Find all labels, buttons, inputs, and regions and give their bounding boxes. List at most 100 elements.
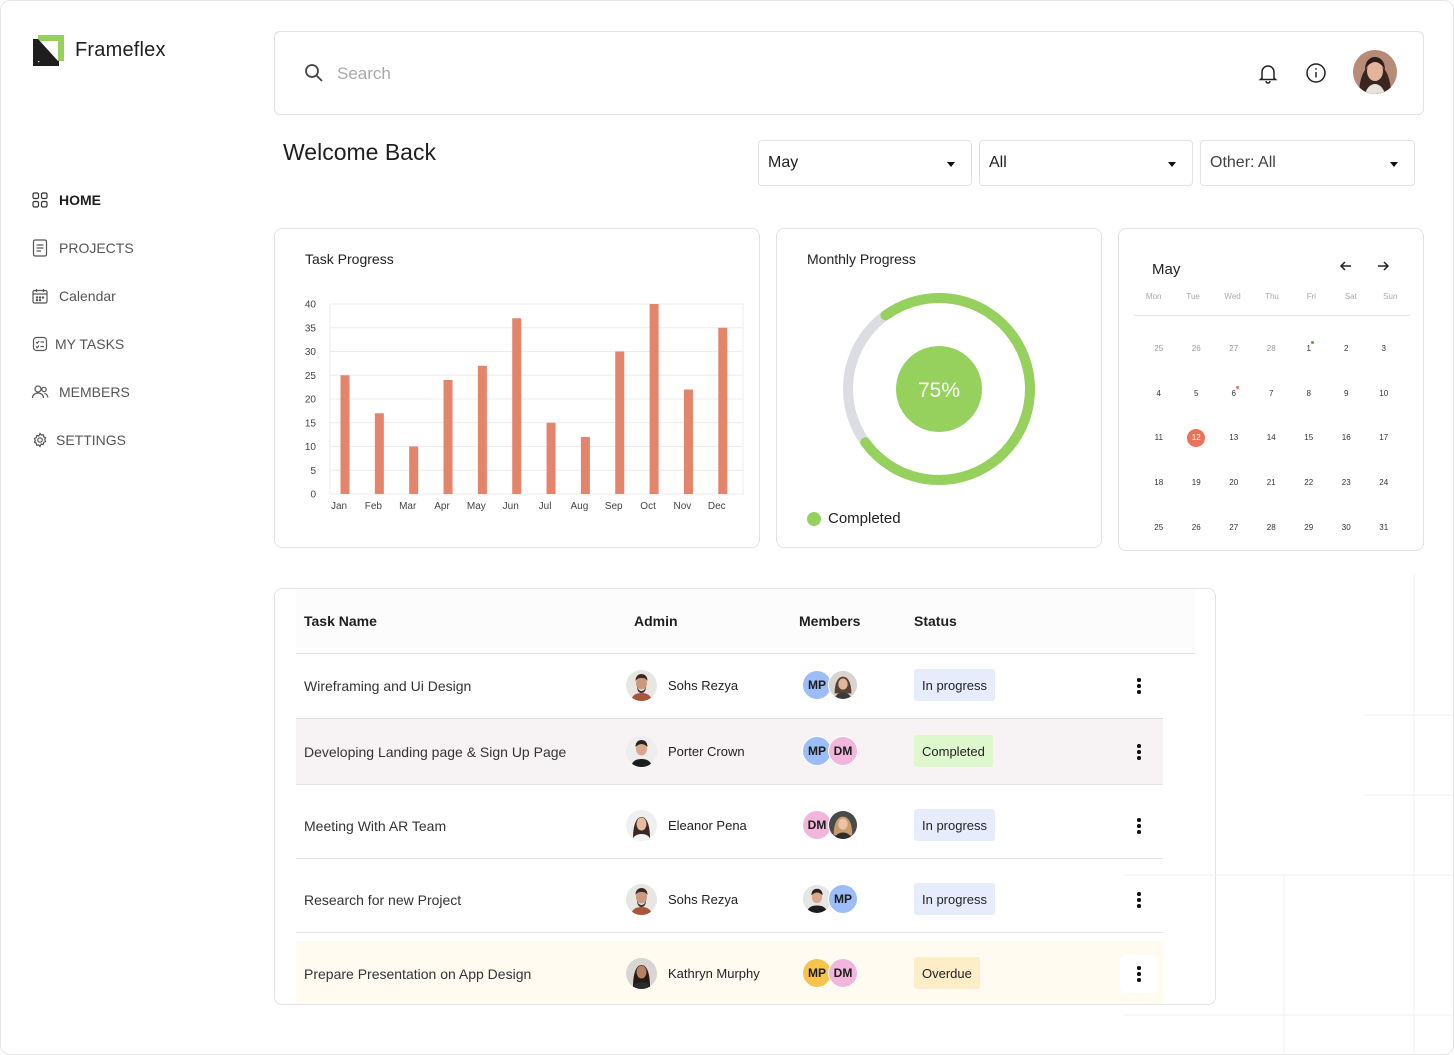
calendar-day-number: 4 (1156, 388, 1161, 398)
calendar-day[interactable]: 29 (1290, 505, 1328, 550)
arrow-right-icon[interactable] (1374, 257, 1392, 275)
calendar-day[interactable]: 25 (1140, 505, 1178, 550)
task-progress-card: Task Progress 0 5 10 15 20 25 30 35 40 Jan Feb Mar A… (274, 228, 760, 548)
bell-icon[interactable] (1257, 62, 1279, 84)
calendar-day[interactable]: 26 (1178, 505, 1216, 550)
sidebar-item-home[interactable]: HOME (31, 188, 134, 212)
x-tick-label: Apr (434, 501, 450, 512)
x-tick-label: Jun (503, 501, 519, 512)
calendar-day[interactable]: 20 (1215, 460, 1253, 505)
calendar-day[interactable]: 11 (1140, 416, 1178, 461)
table-row[interactable]: Meeting With AR Team Eleanor Pena DM In … (296, 793, 1163, 859)
other-select[interactable]: Other: All (1200, 140, 1415, 186)
sidebar-item-label: MEMBERS (59, 384, 130, 400)
user-avatar[interactable] (1353, 50, 1397, 94)
task-name: Wireframing and Ui Design (304, 677, 472, 694)
calendar-day[interactable]: 7 (1253, 371, 1291, 416)
sidebar-item-label: HOME (59, 192, 101, 208)
sidebar-item-projects[interactable]: PROJECTS (31, 236, 134, 260)
calendar-day-number: 12 (1187, 428, 1206, 447)
calendar-day[interactable]: 22 (1290, 460, 1328, 505)
calendar-day[interactable]: 28 (1253, 326, 1291, 371)
column-header-task: Task Name (304, 613, 377, 629)
sidebar-item-calendar[interactable]: Calendar (31, 284, 134, 308)
status-badge: In progress (914, 669, 996, 701)
calendar-day-number: 27 (1229, 343, 1239, 353)
table-row[interactable]: Developing Landing page & Sign Up Page P… (296, 719, 1163, 785)
gear-icon (31, 431, 49, 449)
calendar-day[interactable]: 10 (1365, 371, 1403, 416)
calendar-day[interactable]: 15 (1290, 416, 1328, 461)
calendar-day[interactable]: 14 (1253, 416, 1291, 461)
calendar-day[interactable]: 25 (1140, 326, 1178, 371)
calendar-day[interactable]: 30 (1328, 505, 1366, 550)
sidebar-item-settings[interactable]: SETTINGS (31, 428, 134, 452)
table-row[interactable]: Prepare Presentation on App Design Kathr… (296, 941, 1163, 1004)
calendar-day-number: 8 (1306, 388, 1311, 398)
calendar-day-number: 19 (1191, 478, 1201, 488)
bar (512, 318, 522, 494)
calendar-day[interactable]: 4 (1140, 371, 1178, 416)
calendar-day[interactable]: 27 (1215, 326, 1253, 371)
calendar-day[interactable]: 24 (1365, 460, 1403, 505)
arrow-left-icon[interactable] (1337, 257, 1355, 275)
task-icon (31, 335, 49, 353)
y-tick-label: 20 (305, 395, 317, 406)
filter-select[interactable]: All (979, 140, 1193, 186)
more-options-icon[interactable] (1120, 881, 1158, 919)
legend: Completed (807, 510, 901, 527)
bar (443, 380, 453, 494)
bar (683, 389, 693, 494)
calendar-day[interactable]: 31 (1365, 505, 1403, 550)
task-name: Prepare Presentation on App Design (304, 965, 532, 982)
calendar-day[interactable]: 1 (1290, 326, 1328, 371)
calendar-day[interactable]: 17 (1365, 416, 1403, 461)
member-avatar: MP (828, 884, 858, 914)
info-icon[interactable] (1305, 62, 1327, 84)
search-input[interactable] (335, 58, 939, 90)
select-value: All (989, 154, 1007, 171)
caret-down-icon (947, 162, 955, 167)
sidebar-item-my-tasks[interactable]: MY TASKS (31, 332, 134, 356)
more-options-icon[interactable] (1120, 733, 1158, 771)
members-group[interactable]: MP (802, 670, 872, 701)
table-header: Task Name Admin Members Status (296, 589, 1195, 654)
status-badge: Overdue (914, 957, 980, 989)
sidebar-item-members[interactable]: MEMBERS (31, 380, 134, 404)
more-options-icon[interactable] (1120, 955, 1158, 993)
calendar-day[interactable]: 6 (1215, 371, 1253, 416)
x-tick-label: Oct (640, 501, 656, 512)
calendar-day[interactable]: 19 (1178, 460, 1216, 505)
calendar-day[interactable]: 9 (1328, 371, 1366, 416)
calendar-day-number: 13 (1229, 433, 1239, 443)
calendar-day[interactable]: 8 (1290, 371, 1328, 416)
members-group[interactable]: MP DM (802, 736, 872, 767)
select-value: Other: All (1210, 154, 1276, 171)
table-row[interactable]: Research for new Project Sohs Rezya MP I… (296, 867, 1163, 933)
members-group[interactable]: MP (802, 884, 872, 915)
sidebar-item-label: PROJECTS (59, 240, 134, 256)
calendar-day[interactable]: 2 (1328, 326, 1366, 371)
calendar-day[interactable]: 21 (1253, 460, 1291, 505)
logo[interactable]: Frameflex (31, 33, 166, 67)
calendar-day[interactable]: 18 (1140, 460, 1178, 505)
calendar-day[interactable]: 23 (1328, 460, 1366, 505)
calendar-day[interactable]: 28 (1253, 505, 1291, 550)
calendar-day-number: 30 (1341, 523, 1351, 533)
calendar-day[interactable]: 16 (1328, 416, 1366, 461)
calendar-day[interactable]: 13 (1215, 416, 1253, 461)
members-group[interactable]: MP DM (802, 958, 872, 989)
table-row[interactable]: Wireframing and Ui Design Sohs Rezya MP … (296, 653, 1163, 719)
admin-avatar (626, 884, 657, 915)
calendar-day[interactable]: 5 (1178, 371, 1216, 416)
calendar-day[interactable]: 26 (1178, 326, 1216, 371)
month-select[interactable]: May (758, 140, 972, 186)
calendar-day[interactable]: 12 (1178, 416, 1216, 461)
more-options-icon[interactable] (1120, 807, 1158, 845)
members-group[interactable]: DM (802, 810, 872, 841)
calendar-day[interactable]: 27 (1215, 505, 1253, 550)
caret-down-icon (1168, 162, 1176, 167)
calendar-day[interactable]: 3 (1365, 326, 1403, 371)
y-tick-label: 30 (305, 347, 317, 358)
more-options-icon[interactable] (1120, 667, 1158, 705)
